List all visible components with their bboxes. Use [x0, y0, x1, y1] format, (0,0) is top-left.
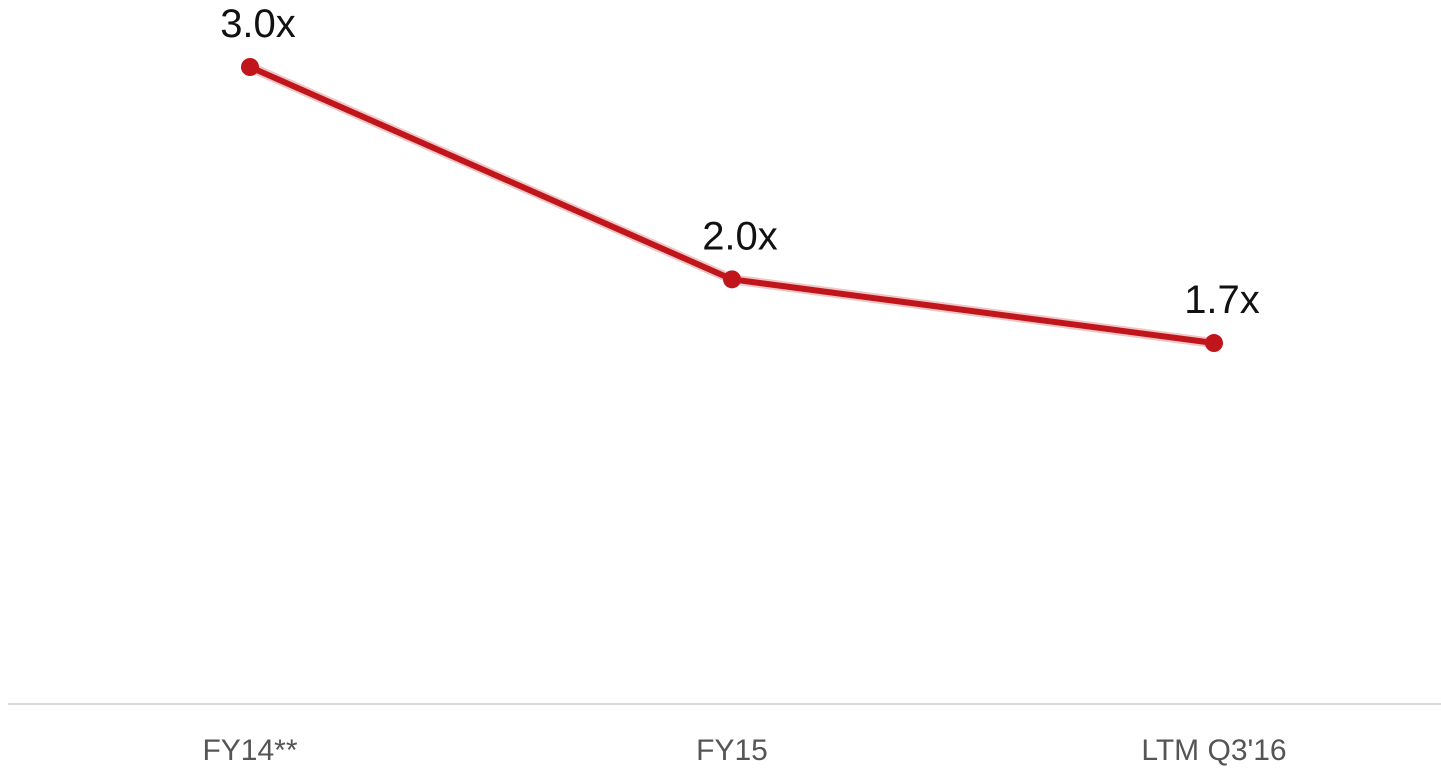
- x-tick-label: FY14**: [202, 734, 297, 767]
- data-label: 2.0x: [702, 214, 778, 258]
- data-point: [241, 58, 259, 76]
- series-line: [248, 64, 1215, 347]
- data-label: 3.0x: [220, 2, 296, 46]
- series-layer: [241, 58, 1223, 353]
- data-point: [723, 270, 741, 289]
- data-label: 1.7x: [1184, 278, 1260, 322]
- x-tick-label: LTM Q3'16: [1141, 734, 1286, 767]
- data-point: [1205, 334, 1223, 353]
- x-tick-labels-layer: FY14** FY15 LTM Q3'16: [202, 734, 1286, 767]
- series-line-halo: [247, 62, 1215, 348]
- data-labels-layer: 3.0x 2.0x 1.7x: [220, 2, 1260, 322]
- x-tick-label: FY15: [696, 734, 768, 767]
